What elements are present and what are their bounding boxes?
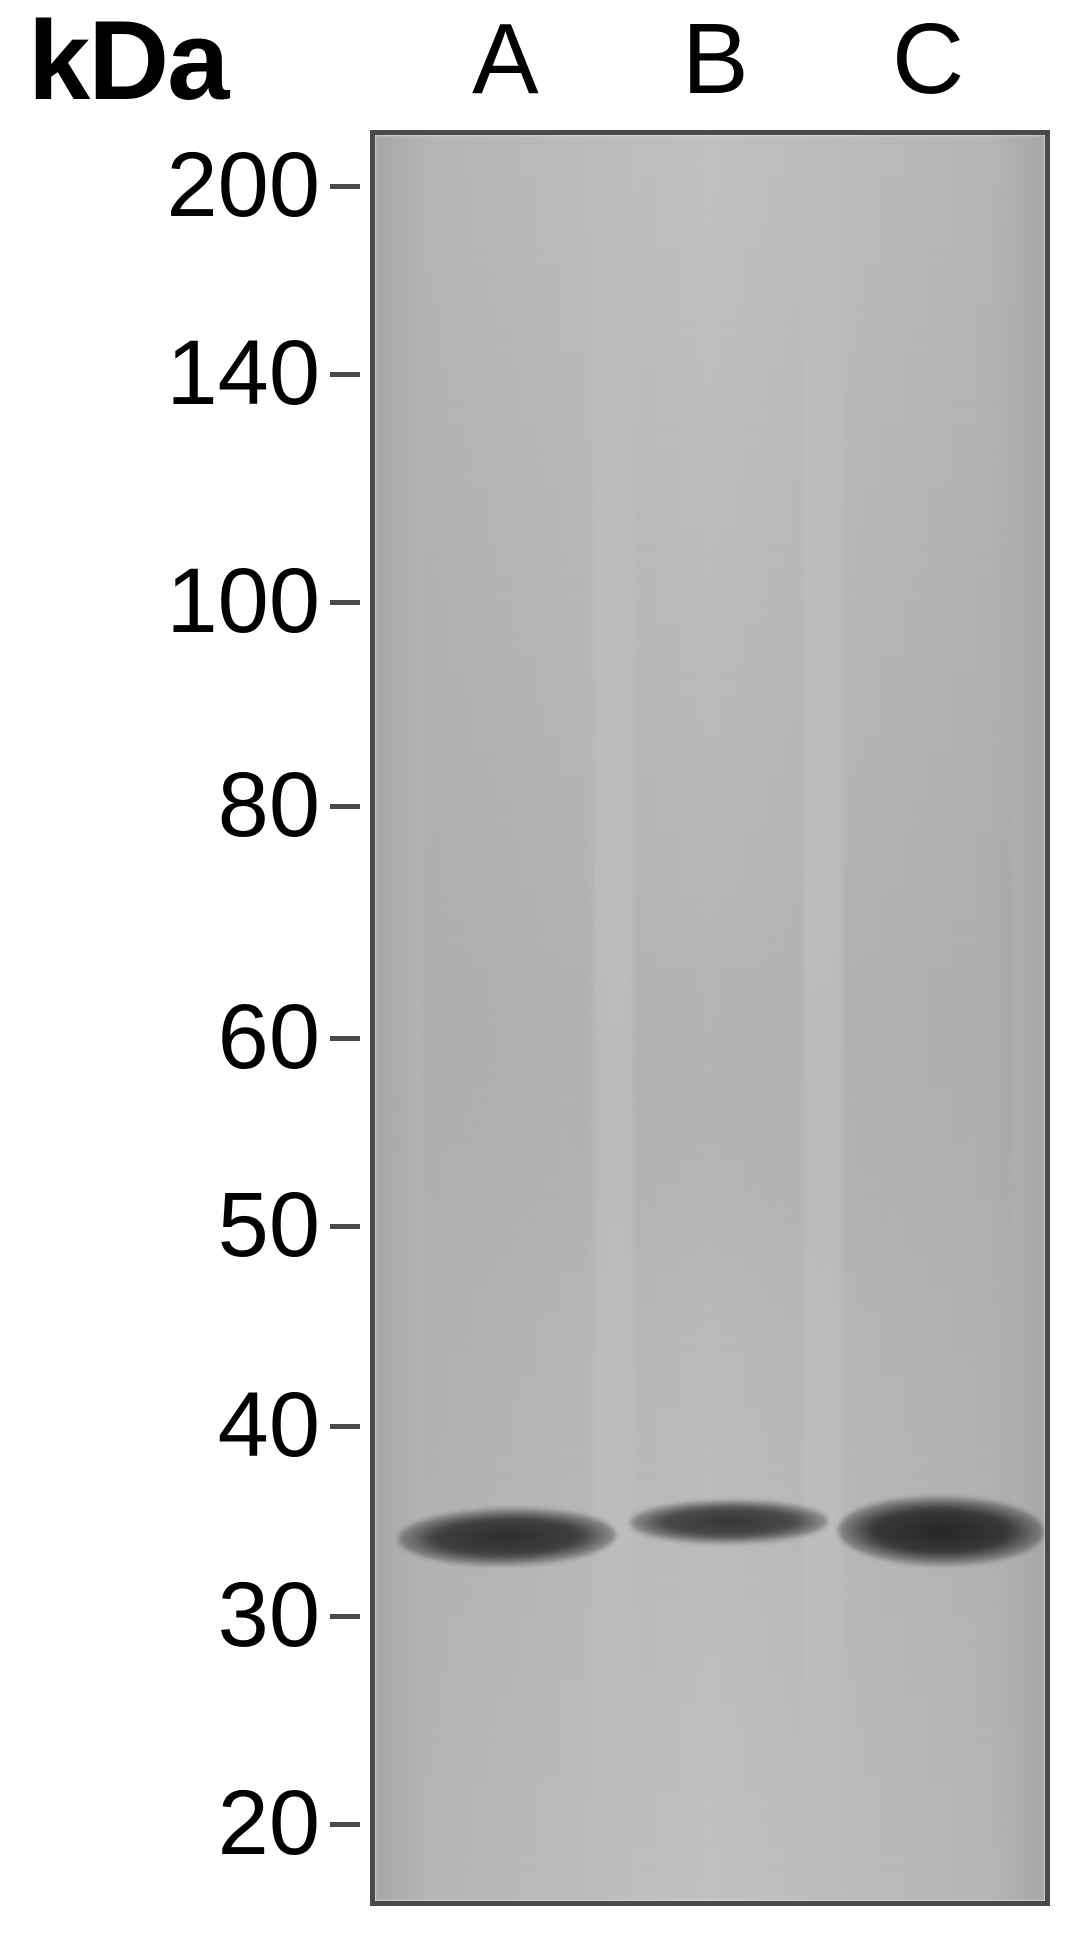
axis-tick-mark-100	[330, 600, 360, 605]
axis-title-kda: kDa	[28, 0, 227, 125]
axis-tick-mark-80	[330, 804, 360, 809]
axis-tick-mark-40	[330, 1424, 360, 1429]
western-blot-figure: kDa A B C 200 140 100 80 60 50 40 30 20	[0, 0, 1080, 1944]
blot-frame	[370, 130, 1050, 1906]
axis-tick-mark-140	[330, 372, 360, 377]
axis-tick-mark-20	[330, 1822, 360, 1827]
axis-tick-mark-60	[330, 1036, 360, 1041]
axis-tick-label-200: 200	[0, 133, 320, 238]
axis-tick-label-50: 50	[0, 1173, 320, 1278]
axis-tick-label-80: 80	[0, 753, 320, 858]
axis-tick-label-30: 30	[0, 1563, 320, 1668]
axis-tick-mark-200	[330, 184, 360, 189]
lane-label-c: C	[892, 2, 964, 117]
lane-label-a: A	[472, 2, 539, 117]
axis-tick-label-100: 100	[0, 549, 320, 654]
axis-tick-label-20: 20	[0, 1771, 320, 1876]
axis-tick-mark-50	[330, 1224, 360, 1229]
axis-tick-label-60: 60	[0, 985, 320, 1090]
axis-tick-label-140: 140	[0, 321, 320, 426]
axis-tick-mark-30	[330, 1614, 360, 1619]
lane-label-b: B	[682, 2, 749, 117]
axis-tick-label-40: 40	[0, 1373, 320, 1478]
